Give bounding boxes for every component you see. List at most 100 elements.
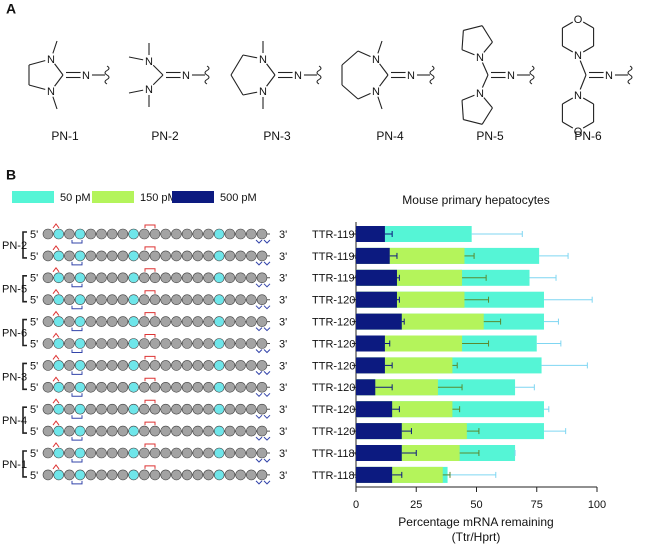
linkage-mark — [144, 399, 156, 404]
nucleotide — [139, 272, 150, 284]
error-bar — [452, 362, 458, 369]
nucleotide — [203, 381, 214, 393]
atom-bg — [603, 69, 615, 81]
category-label: TTR-1208 — [312, 426, 362, 438]
nucleotide — [203, 272, 214, 284]
nucleotide — [74, 316, 86, 327]
nucleotide — [192, 469, 204, 481]
linkage-mark — [71, 349, 83, 353]
atom-bg — [572, 89, 584, 101]
bond — [481, 107, 493, 125]
nucleotide — [42, 250, 54, 262]
nucleotide — [106, 381, 118, 393]
nucleotide — [235, 425, 246, 437]
nucleotide — [246, 228, 257, 240]
linkage-mark — [52, 245, 60, 251]
nucleotide — [224, 447, 236, 459]
error-bar — [384, 340, 391, 347]
linkage-mark — [144, 377, 156, 382]
sequence-diagram: 5' 3' — [30, 354, 287, 376]
nucleotide — [235, 250, 246, 262]
structure: N N N PN-5 — [461, 25, 535, 143]
nucleotide — [149, 228, 161, 240]
atom-bg — [405, 69, 417, 81]
nucleotide — [128, 469, 139, 481]
bar — [356, 335, 385, 352]
nucleotide — [213, 447, 225, 459]
nucleotide — [42, 360, 54, 371]
structure-label: PN-3 — [263, 129, 291, 143]
nucleotide — [139, 469, 150, 481]
nucleotide — [96, 272, 107, 284]
sequence-end: 3' — [279, 273, 287, 285]
nucleotide — [64, 447, 75, 459]
atom-label: O — [574, 126, 583, 138]
nucleotide — [117, 316, 129, 327]
nucleotide — [213, 294, 225, 306]
nucleotide — [256, 272, 268, 284]
nucleotide — [256, 447, 268, 459]
nucleotide — [203, 294, 214, 306]
nucleotide — [246, 425, 257, 437]
nucleotide — [235, 403, 246, 415]
sequence-diagram: 5' 3' — [30, 223, 287, 244]
bond — [481, 25, 493, 43]
legend-swatch — [12, 191, 54, 203]
atom-label: N — [372, 86, 380, 98]
structure: N N N PN-2 — [128, 43, 210, 143]
nucleotide — [160, 316, 171, 327]
sequence-end: 3' — [279, 229, 287, 241]
sequence-end: 5' — [30, 382, 38, 394]
sequence-end: 5' — [30, 295, 38, 307]
atom-bg — [474, 87, 486, 99]
nucleotide — [106, 338, 118, 349]
nucleotide — [192, 272, 204, 284]
sequence-diagram: 5' 3' — [30, 398, 287, 419]
nucleotide — [160, 381, 171, 393]
nucleotide — [224, 294, 236, 306]
bar — [356, 379, 376, 396]
sequence-diagram: 5' 3' — [30, 288, 287, 310]
nucleotide — [246, 381, 257, 393]
bar — [356, 423, 402, 440]
nucleotide — [85, 425, 97, 437]
nucleotide — [160, 272, 171, 284]
nucleotide — [192, 360, 204, 371]
x-tick-label: 50 — [470, 499, 482, 511]
bar — [356, 379, 438, 396]
nucleotide — [224, 360, 236, 371]
legend-label: 50 pM — [60, 192, 91, 204]
nucleotide — [160, 294, 171, 306]
legend-label: 500 pM — [220, 192, 257, 204]
nucleotide — [64, 403, 75, 415]
nucleotide — [246, 469, 257, 481]
nucleotide — [256, 403, 268, 415]
linkage-mark — [144, 421, 156, 426]
error-bar — [515, 384, 535, 391]
nucleotide — [256, 469, 268, 481]
linkage-mark — [52, 442, 60, 448]
error-bar — [462, 274, 487, 281]
nucleotide — [53, 338, 65, 349]
x-tick-label: 0 — [353, 499, 359, 511]
atom-label: N — [145, 56, 153, 68]
atom-label: N — [605, 70, 613, 82]
nucleotide — [128, 338, 139, 349]
nucleotide — [106, 403, 118, 415]
linkage-mark — [71, 437, 83, 441]
bar — [356, 226, 385, 242]
nucleotide — [213, 272, 225, 284]
group-bracket — [22, 275, 27, 303]
error-bar — [462, 340, 490, 347]
wavy-bond — [104, 65, 110, 85]
linkage-mark — [71, 371, 83, 375]
linkage-mark — [255, 458, 271, 463]
nucleotide — [235, 228, 246, 240]
category-label: TTR-1205 — [312, 360, 362, 372]
nucleotide — [181, 425, 193, 437]
nucleotide — [203, 469, 214, 481]
nucleotide — [64, 294, 75, 306]
linkage-mark — [71, 240, 83, 244]
nucleotide — [256, 360, 268, 371]
panel-label: A — [6, 1, 16, 17]
